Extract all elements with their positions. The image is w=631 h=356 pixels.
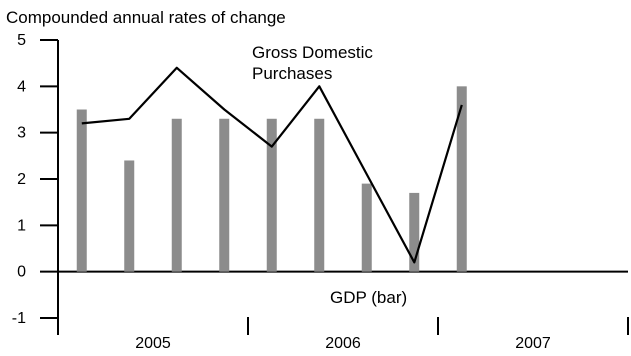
chart-title: Compounded annual rates of change	[6, 8, 286, 27]
y-tick-label-3: 3	[17, 125, 26, 142]
gdp-bar-7	[361, 183, 372, 272]
y-tick-label-2: 2	[17, 171, 26, 188]
y-tick-label-5: 5	[17, 32, 26, 49]
y-tick-label-1: 1	[17, 217, 26, 234]
gdp-bar-1	[76, 109, 87, 272]
x-tick-label-2007: 2007	[515, 335, 551, 352]
gdp-bar-8	[409, 192, 420, 272]
y-tick-label-0: 0	[17, 264, 26, 281]
gdp-bar-5	[266, 118, 277, 272]
y-tick-label-4: 4	[17, 78, 26, 95]
line-label-1: Gross Domestic	[252, 43, 373, 62]
line-label-2: Purchases	[252, 64, 332, 83]
x-tick-label-2006: 2006	[325, 335, 361, 352]
y-axis: -1 0 1 2 3 4 5	[12, 32, 628, 327]
gdp-bar-9	[456, 86, 467, 272]
gdp-bar-4	[219, 118, 230, 272]
gdp-bar-6	[314, 118, 325, 272]
bar-series-label: GDP (bar)	[330, 288, 407, 307]
gdp-bars	[76, 86, 467, 272]
x-axis: 2005 2006 2007	[57, 317, 629, 352]
x-tick-label-2005: 2005	[135, 335, 171, 352]
gross-domestic-purchases-line	[81, 66, 463, 264]
y-tick-label--1: -1	[12, 310, 26, 327]
gdp-bar-3	[171, 118, 182, 272]
gdp-bar-2	[124, 160, 135, 272]
